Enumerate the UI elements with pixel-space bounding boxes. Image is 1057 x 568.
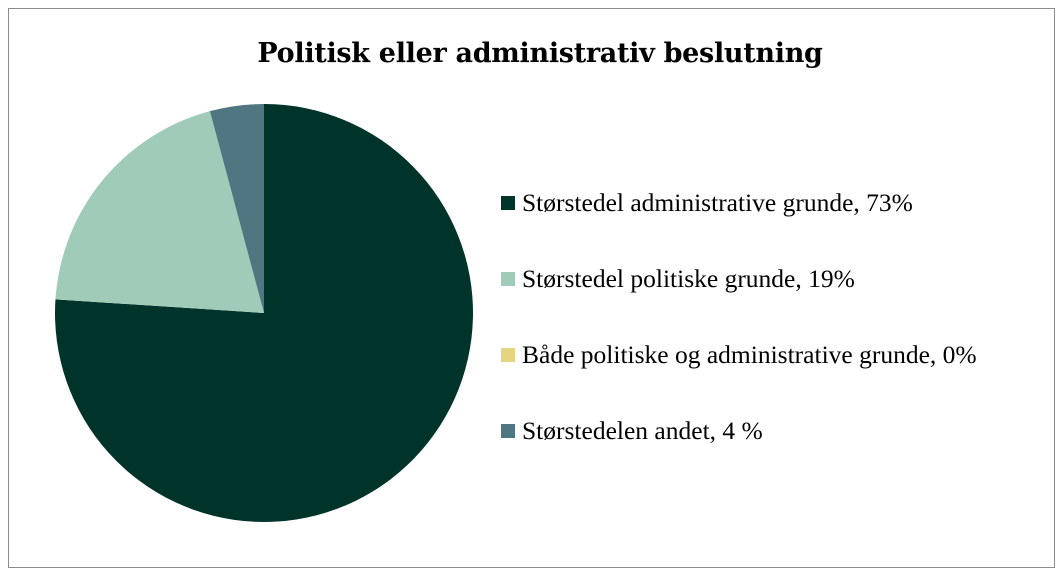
legend-label: Størstedel politiske grunde, 19% xyxy=(522,264,855,293)
chart-legend: Størstedel administrative grunde, 73% St… xyxy=(501,188,977,492)
legend-swatch xyxy=(501,424,515,438)
legend-label: Både politiske og administrative grunde,… xyxy=(522,340,977,369)
chart-title: Politisk eller administrativ beslutning xyxy=(257,38,823,69)
legend-item-political: Størstedel politiske grunde, 19% xyxy=(501,264,977,294)
slice-other xyxy=(209,104,264,313)
legend-swatch xyxy=(501,272,515,286)
legend-item-other: Størstedelen andet, 4 % xyxy=(501,416,977,446)
slice-administrative xyxy=(54,104,473,522)
slice-political xyxy=(55,111,265,313)
legend-item-both: Både politiske og administrative grunde,… xyxy=(501,340,977,370)
legend-item-administrative: Størstedel administrative grunde, 73% xyxy=(501,188,977,218)
legend-label: Størstedelen andet, 4 % xyxy=(522,416,763,445)
legend-swatch xyxy=(501,348,515,362)
legend-swatch xyxy=(501,196,515,210)
legend-label: Størstedel administrative grunde, 73% xyxy=(522,188,913,217)
